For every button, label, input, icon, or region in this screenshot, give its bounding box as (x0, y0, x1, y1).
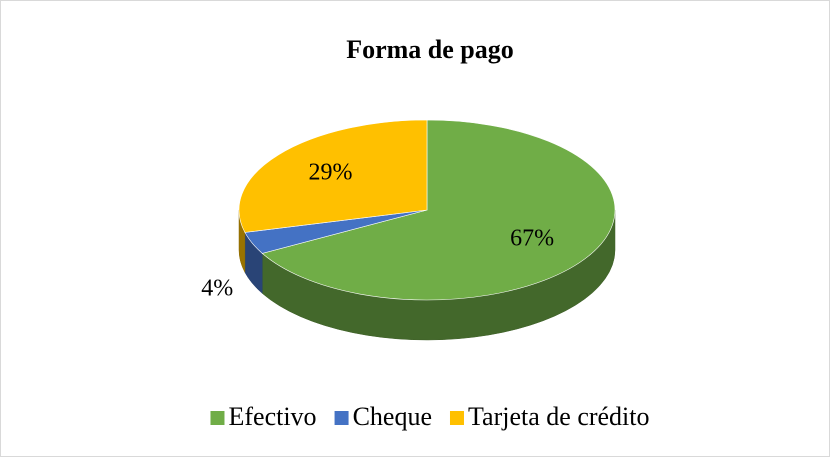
slice (261, 119, 616, 301)
data-label: 67% (510, 225, 554, 251)
legend-swatch (210, 411, 225, 425)
legend-label: Tarjeta de crédito (468, 402, 650, 431)
legend-swatch (334, 411, 349, 425)
data-label: 4% (201, 275, 233, 301)
chart-title: Forma de pago (346, 35, 514, 64)
legend-swatch (449, 411, 464, 425)
legend-label: Cheque (353, 402, 432, 431)
data-label: 29% (308, 160, 352, 186)
slice (238, 119, 428, 233)
legend-label: Efectivo (228, 402, 316, 431)
legend: Efectivo Cheque Tarjeta de crédito (210, 402, 650, 431)
